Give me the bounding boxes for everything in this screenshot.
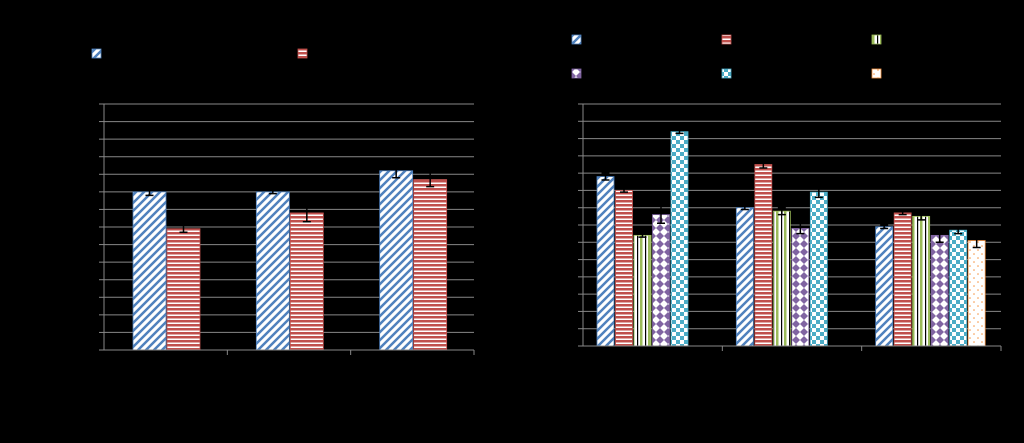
bar (949, 229, 968, 347)
error-bar (972, 232, 981, 249)
error-bar (759, 160, 768, 169)
bar (967, 240, 986, 347)
error-bar (657, 205, 665, 225)
error-bar (620, 187, 628, 193)
bar (754, 164, 773, 347)
bar (596, 176, 615, 347)
bar (875, 226, 894, 347)
bar (615, 190, 633, 347)
legend-swatch (721, 68, 732, 79)
error-bar (935, 227, 944, 244)
bar (255, 191, 290, 351)
error-bar (898, 210, 907, 216)
legend-swatch (871, 68, 882, 79)
error-bar (601, 172, 610, 181)
legend-swatch (721, 34, 732, 45)
error-bar (954, 225, 963, 235)
bar (132, 191, 167, 351)
bar (633, 234, 652, 347)
bar (912, 215, 931, 347)
bar (289, 212, 324, 351)
legend-swatch (91, 48, 102, 59)
error-bar (740, 205, 749, 211)
bar (791, 228, 810, 347)
bar (809, 191, 828, 347)
bar (379, 170, 414, 351)
legend-swatch (571, 34, 582, 45)
error-bar (302, 203, 311, 223)
error-bar (268, 189, 277, 195)
error-bar (917, 212, 926, 221)
bar (670, 131, 689, 347)
legend-swatch (871, 34, 882, 45)
bar (413, 179, 448, 351)
error-bar (814, 186, 823, 199)
error-bar (638, 232, 647, 238)
bar (166, 228, 201, 351)
error-bar (796, 222, 805, 235)
error-bar (880, 224, 889, 230)
error-bar (179, 224, 188, 234)
error-bar (392, 162, 401, 179)
bar (930, 234, 949, 347)
error-bar (426, 171, 435, 188)
legend-swatch (297, 48, 308, 59)
error-bar (777, 206, 786, 216)
bar (735, 207, 754, 347)
bar (652, 214, 670, 347)
legend-swatch (571, 68, 582, 79)
bar (893, 212, 912, 347)
error-bar (145, 187, 154, 197)
error-bar (675, 129, 684, 135)
bar (772, 210, 791, 347)
